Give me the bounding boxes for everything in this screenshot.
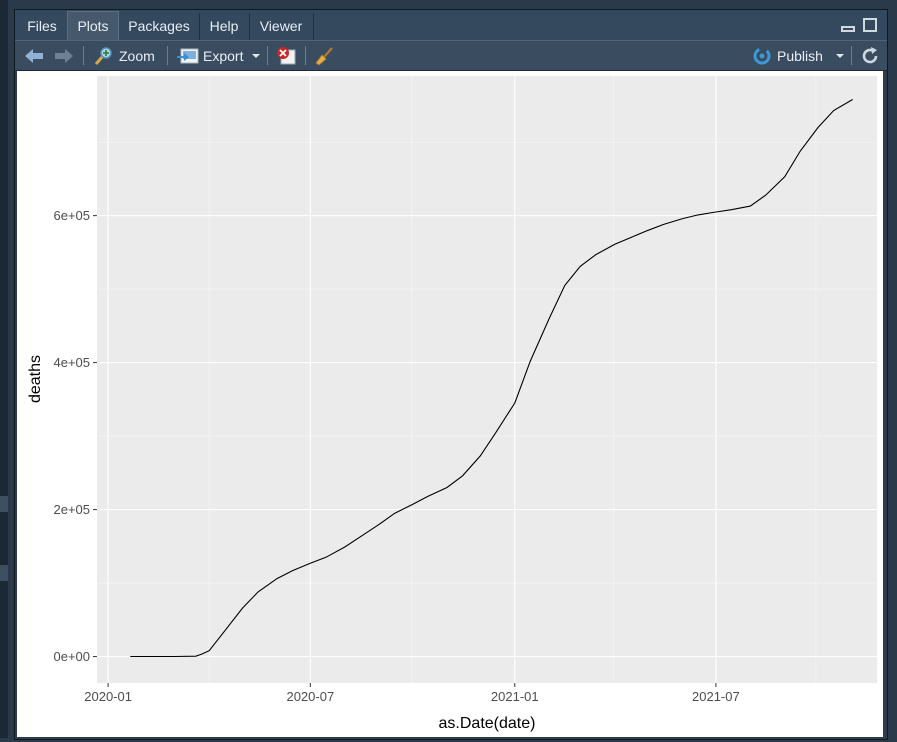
refresh-button[interactable] [860,41,880,70]
pane-tab-bar: Files Plots Packages Help Viewer [15,10,887,41]
deaths-line-chart: 0e+00 2e+05 4e+05 6e+05 2020-01 2020-07 2021-… [27,76,877,732]
minimize-pane-icon[interactable] [840,26,855,32]
left-edge-marker [0,565,8,581]
left-edge [0,0,8,738]
x-axis-label: as.Date(date) [439,715,536,732]
broom-icon [315,46,333,66]
toolbar-divider [167,46,168,65]
tab-help[interactable]: Help [199,13,250,40]
toolbar-divider [305,46,306,65]
zoom-button[interactable]: Zoom [93,41,155,70]
forward-button[interactable] [53,41,75,70]
tab-packages[interactable]: Packages [119,13,200,40]
y-axis: 0e+00 2e+05 4e+05 6e+05 [53,208,97,664]
x-tick-label: 2021-01 [491,689,539,704]
tab-viewer[interactable]: Viewer [249,13,314,40]
toolbar-divider [267,46,268,65]
export-button[interactable]: Export [177,41,263,70]
publish-button[interactable]: Publish [751,41,847,70]
y-tick-label: 0e+00 [53,649,90,664]
maximize-pane-icon[interactable] [863,18,877,32]
export-label: Export [203,47,244,64]
export-icon [177,48,199,63]
clear-plots-button[interactable] [313,41,335,70]
publish-label: Publish [777,47,823,64]
window-controls [837,18,877,37]
tab-files[interactable]: Files [17,13,68,40]
publish-icon [753,47,771,64]
y-tick-label: 4e+05 [53,355,90,370]
chevron-down-icon [252,53,261,58]
plot-viewer: 0e+00 2e+05 4e+05 6e+05 2020-01 2020-07 2021-… [17,71,883,737]
x-tick-label: 2020-01 [84,689,132,704]
toolbar-divider [83,46,84,65]
back-arrow-icon [25,48,43,63]
x-tick-label: 2021-07 [692,689,740,704]
tab-plots[interactable]: Plots [67,11,119,41]
toolbar-divider [851,46,852,65]
chevron-down-icon [835,53,844,58]
remove-plot-button[interactable] [275,41,297,70]
y-tick-label: 2e+05 [53,502,90,517]
zoom-icon [94,46,112,65]
plots-toolbar: Zoom Export [15,40,887,71]
refresh-icon [862,46,878,63]
series-line [130,99,853,658]
zoom-label: Zoom [119,47,155,64]
remove-plot-icon [277,46,296,64]
major-gridlines [97,76,877,683]
minor-gridlines [97,76,877,683]
x-tick-label: 2020-07 [286,689,334,704]
plot-panel-background [97,76,877,683]
forward-arrow-icon [55,48,73,63]
y-tick-label: 6e+05 [53,208,90,223]
x-axis: 2020-01 2020-07 2021-01 2021-07 [84,683,740,704]
y-axis-label: deaths [27,355,44,403]
plots-pane: Files Plots Packages Help Viewer Zoom [14,9,888,740]
left-edge-marker [0,496,8,512]
back-button[interactable] [23,41,45,70]
